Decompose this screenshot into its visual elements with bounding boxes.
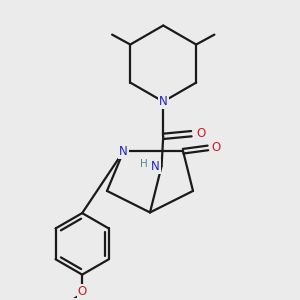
Text: N: N [151, 160, 160, 172]
Text: N: N [119, 145, 128, 158]
Text: O: O [212, 141, 221, 154]
Text: O: O [196, 127, 205, 140]
Text: H: H [140, 160, 147, 170]
Text: N: N [159, 95, 168, 108]
Text: O: O [78, 285, 87, 298]
